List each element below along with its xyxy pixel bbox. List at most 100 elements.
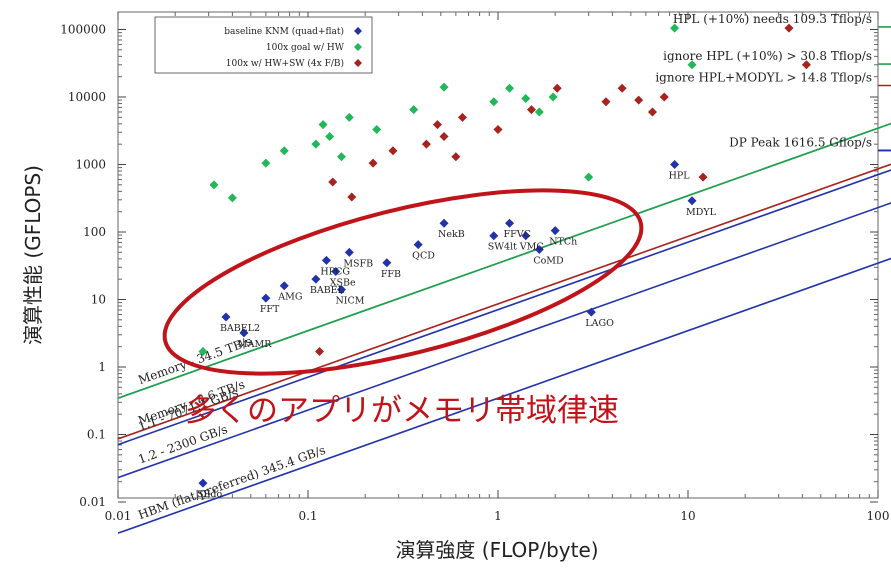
legend-marker — [354, 27, 362, 35]
data-point — [489, 97, 499, 107]
x-tick-label: 0.01 — [105, 509, 132, 523]
point-label: BABEL2 — [220, 323, 260, 334]
data-point — [382, 258, 392, 268]
data-point — [315, 346, 325, 356]
data-point — [336, 285, 346, 295]
data-point — [279, 281, 289, 291]
data-point — [227, 193, 237, 203]
point-label: BABEL — [310, 285, 345, 296]
data-point — [493, 125, 503, 135]
data-point — [344, 247, 354, 257]
point-label: FFT — [260, 304, 280, 315]
data-point — [198, 346, 208, 356]
point-label: QCD — [412, 251, 435, 262]
legend-box — [154, 16, 373, 74]
roofline-4 — [117, 149, 891, 479]
point-label: NTCh — [549, 237, 577, 248]
y-tick-label: 0.01 — [79, 495, 106, 509]
x-tick-label: 0.1 — [298, 509, 317, 523]
data-point — [801, 60, 811, 70]
data-point — [409, 105, 419, 115]
y-tick-label: 10000 — [68, 90, 106, 104]
data-point — [388, 146, 398, 156]
data-point — [670, 23, 680, 33]
data-point — [198, 478, 208, 488]
data-point — [659, 92, 669, 102]
roofline-2 — [117, 84, 891, 440]
y-tick-label: 100000 — [60, 23, 106, 37]
data-point — [451, 152, 461, 162]
data-point — [321, 255, 331, 265]
roofline-peak-label: DP Peak 1616.5 Gflop/s — [729, 135, 872, 149]
data-point — [457, 112, 467, 122]
point-label: XSBe — [330, 277, 356, 288]
data-point — [548, 92, 558, 102]
point-label: NekB — [438, 229, 465, 240]
data-point — [368, 158, 378, 168]
legend-entry: 100x goal w/ HW — [266, 43, 345, 53]
data-point — [505, 218, 515, 228]
data-point — [670, 160, 680, 169]
data-point — [439, 131, 449, 141]
data-point — [534, 245, 544, 255]
data-points — [198, 23, 811, 488]
legend-entry: baseline KNM (quad+flat) — [224, 26, 344, 37]
point-label: HPL — [669, 171, 691, 182]
roofline-peak-label: ignore HPL (+10%) > 30.8 Tflop/s — [663, 49, 872, 63]
y-axis-label: 演算性能 (GFLOPS) — [21, 165, 45, 345]
point-label: FFB — [381, 269, 401, 280]
data-point — [372, 125, 382, 135]
y-tick-label: 1000 — [75, 158, 106, 172]
legend-marker — [354, 59, 362, 67]
data-point — [584, 172, 594, 182]
data-point — [261, 158, 271, 168]
data-point — [344, 112, 354, 122]
data-point — [209, 180, 219, 190]
data-point — [552, 83, 562, 93]
point-label: MAMR — [238, 339, 272, 350]
y-tick-label: 1 — [98, 360, 106, 374]
data-point — [784, 23, 794, 33]
data-point — [617, 83, 627, 93]
point-label: VMC — [519, 242, 544, 253]
x-axis-label: 演算強度 (FLOP/byte) — [395, 538, 598, 562]
data-point — [439, 218, 449, 228]
data-point — [439, 82, 449, 92]
roofline-peak-label: ignore HPL+MODYL > 14.8 Tflop/s — [655, 71, 872, 85]
data-point — [311, 139, 321, 149]
highlight-ellipse — [162, 188, 644, 376]
data-point — [687, 196, 697, 206]
data-point — [279, 146, 289, 156]
point-label: CoMD — [533, 256, 564, 267]
x-tick-label: 100 — [867, 509, 890, 523]
data-point — [489, 231, 499, 241]
data-point — [325, 131, 335, 141]
y-tick-label: 10 — [91, 293, 106, 307]
data-point — [521, 231, 531, 241]
legend-entry: 100x w/ HW+SW (4x F/B) — [226, 58, 344, 69]
data-point — [698, 172, 708, 182]
data-point — [311, 274, 321, 284]
data-point — [601, 97, 611, 107]
data-point — [347, 192, 357, 202]
point-label: HPCG — [320, 266, 350, 277]
data-point — [221, 312, 231, 322]
data-point — [421, 139, 431, 149]
legend-marker — [354, 43, 362, 51]
data-point — [336, 152, 346, 162]
data-point — [526, 105, 536, 115]
point-label: FFVC — [504, 229, 531, 240]
data-point — [534, 107, 544, 117]
data-point — [634, 95, 644, 105]
data-point — [647, 107, 657, 117]
point-label: NICM — [335, 296, 364, 307]
x-tick-label: 1 — [494, 509, 502, 523]
point-label: SEdo — [197, 489, 223, 500]
point-label: MSFB — [343, 258, 373, 269]
point-label: MDYL — [686, 207, 717, 218]
data-point — [318, 120, 328, 130]
roofline-3 — [117, 149, 891, 446]
